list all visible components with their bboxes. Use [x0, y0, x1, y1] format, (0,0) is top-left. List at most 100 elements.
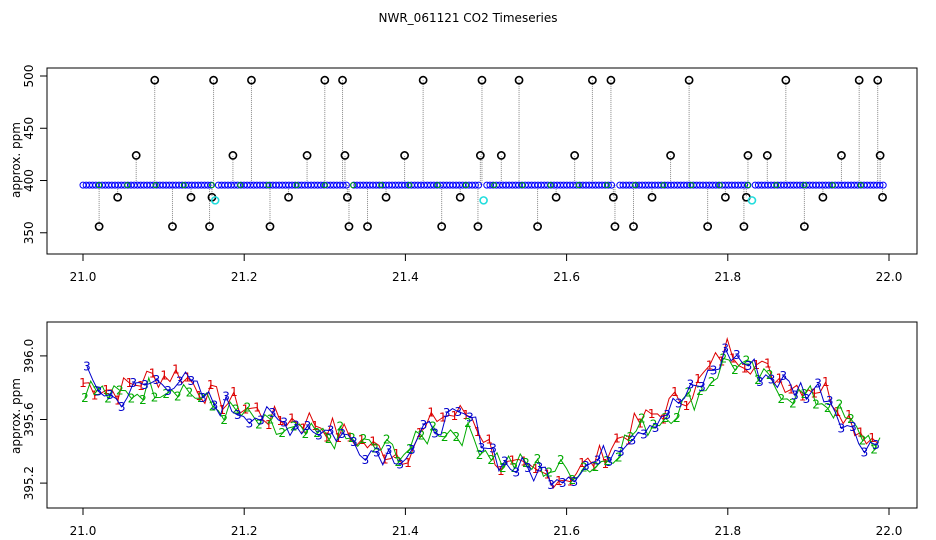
bottom-point-3: 3 [95, 384, 103, 398]
top-spike-point [455, 192, 465, 202]
bottom-point-3: 3 [153, 373, 161, 387]
bottom-point-1: 1 [776, 371, 784, 385]
bottom-point-2: 2 [627, 430, 635, 444]
top-baseline-green-point [124, 182, 131, 189]
top-baseline-point [339, 181, 347, 189]
bottom-x-tick-label: 21.4 [392, 524, 419, 538]
top-spike-point [878, 192, 887, 202]
bottom-point-3: 3 [489, 442, 497, 456]
bottom-point-3: 3 [536, 461, 544, 475]
bottom-point-2: 2 [464, 416, 472, 430]
top-spike-point [608, 192, 618, 202]
bottom-point-3: 3 [582, 459, 590, 473]
bottom-point-2: 2 [545, 466, 553, 480]
bottom-point-3: 3 [257, 414, 265, 428]
top-baseline-green-point [152, 182, 159, 189]
top-cyan-point [479, 196, 488, 205]
top-x-tick-label: 22.0 [876, 270, 903, 284]
bottom-point-1: 1 [439, 410, 447, 424]
bottom-point-2: 2 [650, 418, 658, 432]
top-spike-point [344, 222, 354, 231]
bottom-point-2: 2 [162, 387, 170, 401]
bottom-point-3: 3 [141, 378, 149, 392]
top-spike-point [799, 222, 809, 231]
bottom-point-3: 3 [443, 406, 451, 420]
bottom-point-1: 1 [404, 456, 412, 470]
bottom-point-1: 1 [567, 475, 575, 489]
bottom-point-2: 2 [255, 418, 263, 432]
bottom-point-1: 1 [288, 411, 296, 425]
bottom-point-3: 3 [211, 399, 219, 413]
bottom-point-3: 3 [837, 421, 845, 435]
bottom-point-2: 2 [278, 426, 286, 440]
bottom-point-2: 2 [371, 441, 379, 455]
top-panel: approx. ppm 21.0 21.2 21.4 21.6 21.8 22.0 350 4… [9, 65, 918, 284]
top-baseline-point [204, 181, 212, 189]
bottom-point-3: 3 [629, 433, 637, 447]
bottom-point-2: 2 [313, 426, 321, 440]
bottom-point-1: 1 [857, 426, 865, 440]
top-spike-point [873, 75, 883, 85]
bottom-point-2: 2 [836, 397, 844, 411]
top-spike-point [247, 75, 256, 85]
bottom-point-3: 3 [164, 384, 172, 398]
bottom-point-2: 2 [128, 391, 136, 405]
bottom-point-1: 1 [694, 372, 702, 386]
bottom-point-3: 3 [454, 405, 462, 419]
top-spike-point [743, 151, 753, 160]
top-spike-point [666, 151, 675, 160]
top-x-tick-label: 21.2 [231, 270, 258, 284]
top-spike-point [647, 192, 657, 202]
bottom-point-2: 2 [267, 413, 275, 427]
bottom-point-2: 2 [487, 453, 495, 467]
top-spike-point [739, 222, 749, 231]
bottom-point-1: 1 [91, 389, 99, 403]
top-baseline-point [471, 181, 479, 189]
bottom-point-1: 1 [485, 432, 493, 446]
top-baseline-green-point [96, 182, 103, 189]
bottom-point-1: 1 [230, 385, 238, 399]
bottom-point-2: 2 [232, 403, 240, 417]
bottom-point-3: 3 [129, 376, 137, 390]
bottom-y-tick-label: 395.2 [22, 466, 36, 500]
top-spike-point [684, 75, 694, 85]
bottom-point-2: 2 [661, 411, 669, 425]
top-spike-point [437, 222, 447, 231]
bottom-point-2: 2 [244, 401, 252, 415]
top-spike-point [320, 75, 330, 85]
top-y-tick-label: 400 [22, 169, 36, 192]
bottom-point-2: 2 [325, 432, 333, 446]
top-spike-point [168, 222, 177, 231]
bottom-point-2: 2 [290, 420, 298, 434]
bottom-point-3: 3 [362, 453, 370, 467]
bottom-point-3: 3 [106, 388, 114, 402]
bottom-point-3: 3 [861, 446, 869, 460]
bottom-point-2: 2 [336, 420, 344, 434]
bottom-point-3: 3 [687, 378, 695, 392]
bottom-point-1: 1 [474, 425, 482, 439]
top-baseline-green-point [744, 182, 751, 189]
top-cyan-point [747, 196, 757, 205]
top-spike-point [781, 75, 791, 85]
top-baseline-green-point [829, 182, 836, 189]
bottom-point-3: 3 [849, 420, 857, 434]
bottom-point-1: 1 [207, 378, 215, 392]
top-baseline-green-point [801, 182, 808, 189]
top-spike-point [418, 75, 428, 85]
top-spike-point [570, 151, 580, 160]
bottom-point-1: 1 [451, 409, 459, 423]
bottom-point-1: 1 [242, 402, 250, 416]
bottom-point-2: 2 [859, 434, 867, 448]
bottom-point-1: 1 [334, 431, 342, 445]
bottom-point-3: 3 [698, 380, 706, 394]
bottom-point-2: 2 [708, 375, 716, 389]
bottom-point-2: 2 [209, 399, 217, 413]
bottom-point-2: 2 [534, 452, 542, 466]
bottom-point-2: 2 [220, 413, 228, 427]
top-spike-point [475, 151, 485, 160]
bottom-point-2: 2 [499, 461, 507, 475]
bottom-plot-frame [46, 321, 918, 509]
bottom-point-3: 3 [594, 454, 602, 468]
bottom-point-3: 3 [338, 427, 346, 441]
